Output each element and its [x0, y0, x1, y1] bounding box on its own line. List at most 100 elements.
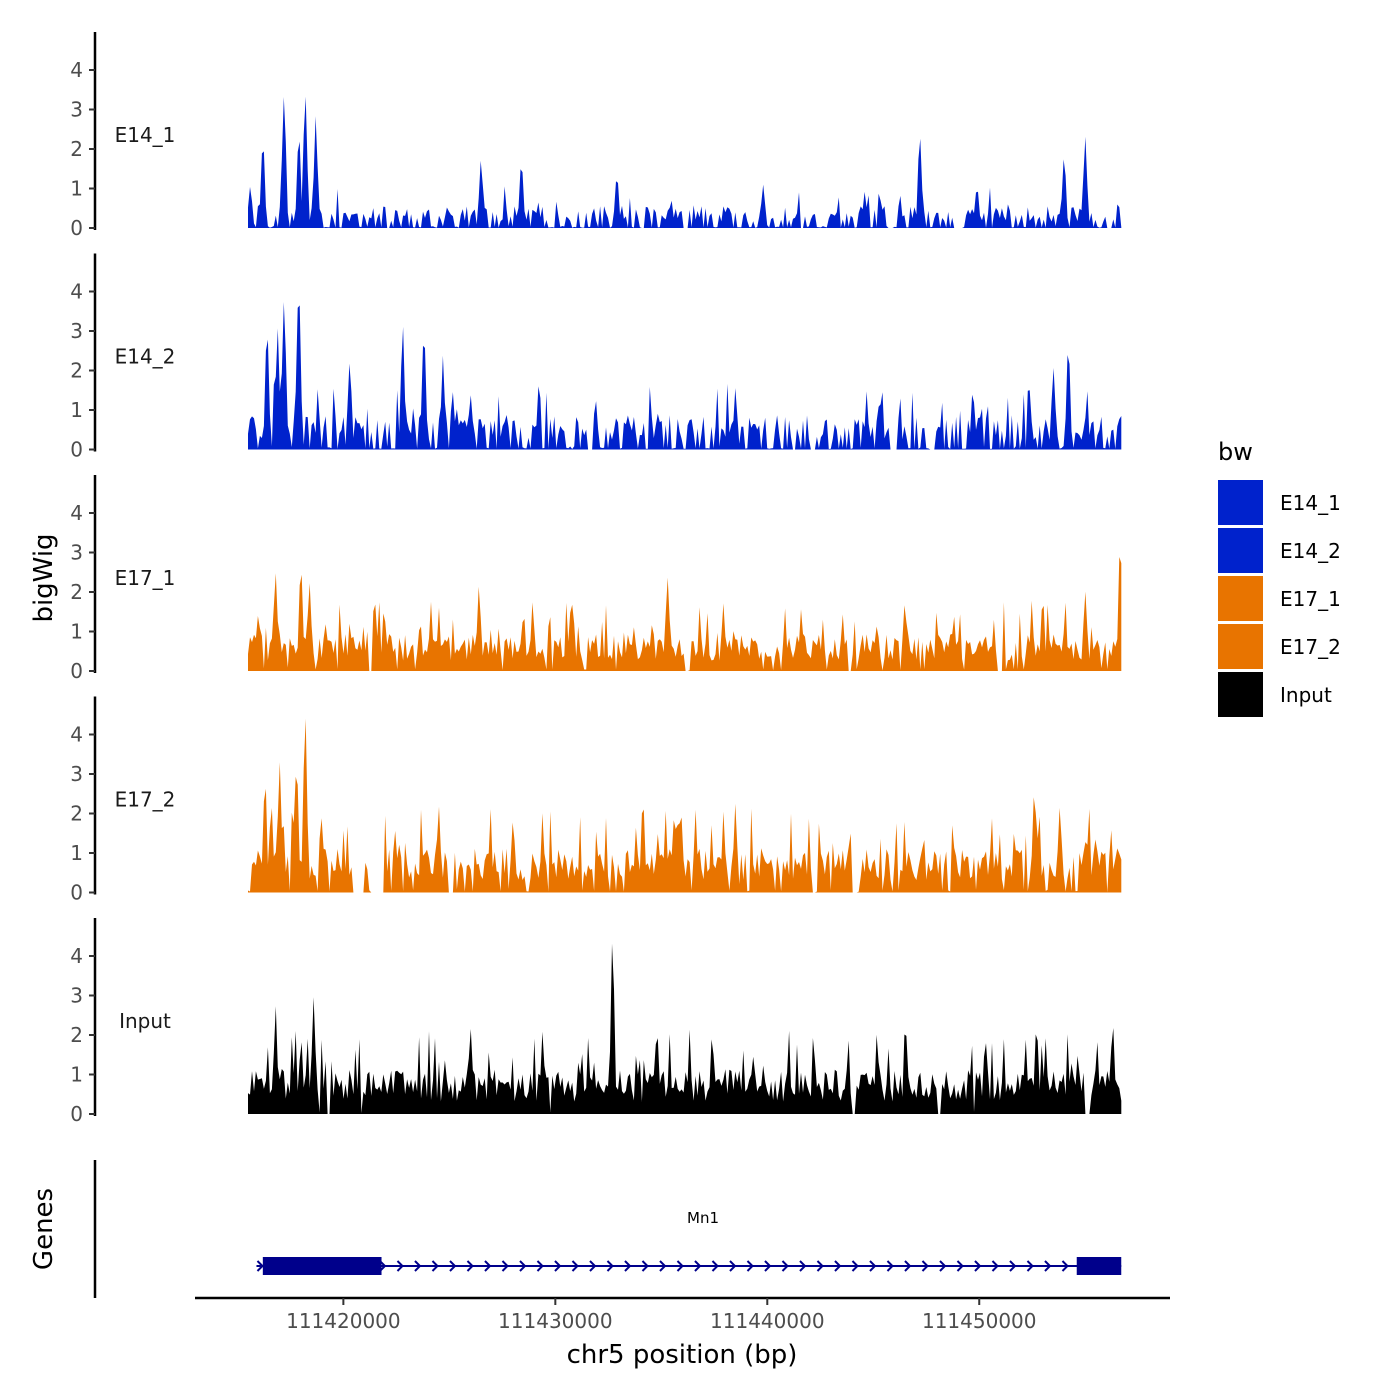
- genes-axis-title: Genes: [29, 1188, 59, 1270]
- gene-strand-arrow: [606, 1260, 614, 1272]
- track-E17_1: 0 1 2 3 4 E17_1: [70, 475, 1122, 683]
- gene-strand-arrow: [536, 1260, 544, 1272]
- y-tick-label-E17_1-0: 0: [70, 659, 83, 683]
- y-tick-label-E14_2-0: 0: [70, 438, 83, 462]
- gene-strand-arrow: [414, 1260, 422, 1272]
- y-tick-label-E14_1-3: 3: [70, 98, 83, 122]
- y-tick-label-Input-0: 0: [70, 1102, 83, 1126]
- gene-strand-arrow: [484, 1260, 492, 1272]
- legend-swatch-E17_1: [1218, 576, 1263, 621]
- gene-strand-arrow: [659, 1260, 667, 1272]
- legend-label-E17_2: E17_2: [1280, 635, 1341, 659]
- gene-strand-arrow: [746, 1260, 754, 1272]
- y-tick-label-Input-4: 4: [70, 944, 83, 968]
- track-label-Input: Input: [119, 1009, 171, 1033]
- track-E14_2: 0 1 2 3 4 E14_2: [70, 253, 1122, 462]
- x-tick-label-111420000: 111420000: [286, 1309, 401, 1333]
- y-tick-label-E17_2-1: 1: [70, 841, 83, 865]
- gene-strand-arrow: [519, 1260, 527, 1272]
- gene-strand-arrow: [956, 1260, 964, 1272]
- y-tick-label-Input-2: 2: [70, 1023, 83, 1047]
- y-tick-label-E17_1-2: 2: [70, 580, 83, 604]
- track-E17_2: 0 1 2 3 4 E17_2: [70, 696, 1122, 905]
- track-label-E17_1: E17_1: [115, 566, 176, 590]
- signal-area-E17_1: [248, 557, 1122, 671]
- x-tick-label-111450000: 111450000: [922, 1309, 1037, 1333]
- track-label-E14_2: E14_2: [115, 345, 176, 369]
- gene-strand-arrow: [1044, 1260, 1052, 1272]
- gene-strand-arrow: [974, 1260, 982, 1272]
- gene-strand-arrow: [571, 1260, 579, 1272]
- gene-strand-arrow: [449, 1260, 457, 1272]
- y-tick-label-E14_1-4: 4: [70, 58, 83, 82]
- gene-strand-arrow: [851, 1260, 859, 1272]
- gene-model: [256, 1257, 1122, 1275]
- gene-strand-arrow: [991, 1260, 999, 1272]
- gene-strand-arrow: [904, 1260, 912, 1272]
- gene-strand-arrow: [396, 1260, 404, 1272]
- gene-strand-arrow: [501, 1260, 509, 1272]
- legend: bw E14_1 E14_2 E17_1 E17_2 Input: [1218, 438, 1341, 717]
- y-tick-label-E17_2-4: 4: [70, 723, 83, 747]
- legend-swatch-E14_1: [1218, 480, 1263, 525]
- gene-exon-2: [1076, 1257, 1122, 1275]
- gene-strand-arrow: [379, 1260, 387, 1272]
- legend-swatch-Input: [1218, 672, 1263, 717]
- signal-area-E17_2: [248, 718, 1122, 893]
- legend-title: bw: [1218, 438, 1253, 466]
- x-tick-label-111430000: 111430000: [498, 1309, 613, 1333]
- gene-strand-arrow: [799, 1260, 807, 1272]
- signal-area-E14_1: [248, 96, 1122, 228]
- track-Input: 0 1 2 3 4 Input: [70, 918, 1122, 1126]
- gene-strand-arrow: [764, 1260, 772, 1272]
- gene-strand-arrow: [781, 1260, 789, 1272]
- gene-strand-arrow: [589, 1260, 597, 1272]
- y-tick-label-E14_1-0: 0: [70, 216, 83, 240]
- y-tick-label-E17_2-2: 2: [70, 802, 83, 826]
- gene-strand-arrow: [834, 1260, 842, 1272]
- gene-strand-arrow: [676, 1260, 684, 1272]
- gene-name-label: Mn1: [687, 1209, 719, 1227]
- gene-strand-arrow: [641, 1260, 649, 1272]
- legend-label-Input: Input: [1280, 683, 1332, 707]
- gene-strand-arrow: [1026, 1260, 1034, 1272]
- bigwig-tracks: 0 1 2 3 4 E14_1 0 1 2 3 4 E14_2 0 1 2 3 4 E17_1 0 1 2 3 4 E17_2…: [70, 32, 1122, 1126]
- gene-exon-1: [262, 1257, 382, 1275]
- legend-label-E17_1: E17_1: [1280, 587, 1341, 611]
- gene-strand-arrow: [729, 1260, 737, 1272]
- gene-strand-arrow: [816, 1260, 824, 1272]
- y-tick-label-E17_2-0: 0: [70, 881, 83, 905]
- gene-strand-arrow: [1009, 1260, 1017, 1272]
- y-tick-label-E17_1-1: 1: [70, 620, 83, 644]
- legend-label-E14_2: E14_2: [1280, 539, 1341, 563]
- track-E14_1: 0 1 2 3 4 E14_1: [70, 32, 1122, 240]
- legend-swatch-E14_2: [1218, 528, 1263, 573]
- signal-area-Input: [248, 943, 1122, 1114]
- gene-strand-arrow: [624, 1260, 632, 1272]
- gene-strand-arrow: [886, 1260, 894, 1272]
- gene-strand-arrow: [554, 1260, 562, 1272]
- y-tick-label-E14_1-2: 2: [70, 137, 83, 161]
- genes-panel: Genes Mn1: [29, 1160, 1122, 1298]
- gene-strand-arrow: [1061, 1260, 1069, 1272]
- gene-strand-arrow: [711, 1260, 719, 1272]
- gene-strand-arrow: [939, 1260, 947, 1272]
- y-tick-label-Input-1: 1: [70, 1063, 83, 1087]
- gene-strand-arrow: [869, 1260, 877, 1272]
- gene-strand-arrow: [694, 1260, 702, 1272]
- track-label-E17_2: E17_2: [115, 788, 176, 812]
- y-tick-label-E14_2-4: 4: [70, 280, 83, 304]
- y-tick-label-E14_1-1: 1: [70, 177, 83, 201]
- gene-strand-arrow: [431, 1260, 439, 1272]
- y-tick-label-E17_1-3: 3: [70, 541, 83, 565]
- gene-strand-arrow: [256, 1260, 264, 1272]
- x-axis-title: chr5 position (bp): [567, 1340, 798, 1370]
- y-tick-label-E17_1-4: 4: [70, 501, 83, 525]
- gene-strand-arrow: [921, 1260, 929, 1272]
- x-axis: 111420000 111430000 111440000 111450000: [195, 1296, 1170, 1333]
- x-tick-label-111440000: 111440000: [710, 1309, 825, 1333]
- y-tick-label-E17_2-3: 3: [70, 762, 83, 786]
- y-axis-title: bigWig: [29, 533, 59, 622]
- y-tick-label-Input-3: 3: [70, 984, 83, 1008]
